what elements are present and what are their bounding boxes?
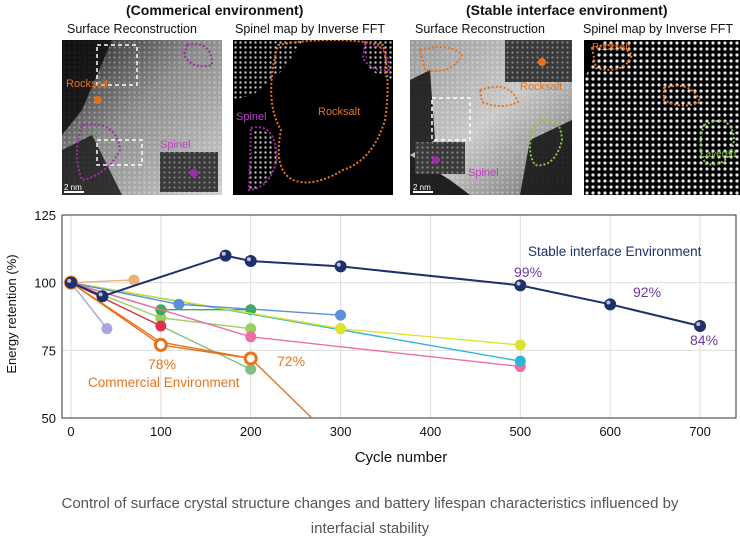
annotation-72: 72% — [277, 353, 305, 369]
micrograph-commercial-spinel-map: Rocksalt Spinel — [233, 40, 393, 195]
x-tick-label: 700 — [689, 424, 711, 439]
plot-frame — [61, 214, 737, 419]
series-stable-interface-environment — [64, 249, 707, 332]
stable-panel-header: (Stable interface environment) — [466, 2, 668, 18]
commercial-env-label: Commercial Environment — [88, 375, 240, 390]
caption-line-1: Control of surface crystal structure cha… — [61, 495, 679, 512]
data-point-highlight — [98, 292, 103, 297]
scale-bar-label-2: 2 nm — [413, 183, 431, 192]
x-axis-label: Cycle number — [355, 449, 448, 466]
y-tick-label: 125 — [34, 208, 56, 223]
label-rocksalt-3: Rocksalt — [520, 81, 562, 93]
series-lavender — [70, 282, 113, 335]
data-point-highlight — [221, 251, 226, 256]
scale-bar-label-1: 2 nm — [64, 183, 82, 192]
label-rocksalt-1: Rocksalt — [66, 78, 108, 90]
series-blue — [70, 281, 347, 321]
label-rocksalt-4: Rocksalt — [592, 42, 631, 53]
data-point — [245, 323, 257, 335]
annotation-99: 99% — [514, 264, 542, 280]
x-tick-label: 300 — [330, 424, 352, 439]
annotation-78: 78% — [148, 356, 176, 372]
data-point — [514, 279, 527, 292]
data-point — [155, 312, 167, 324]
data-point — [244, 255, 257, 268]
data-point — [334, 260, 347, 273]
y-tick-label: 100 — [34, 276, 56, 291]
title-surface-reconstruction-2: Surface Reconstruction — [415, 22, 545, 36]
data-point — [101, 323, 113, 335]
x-tick-label: 500 — [509, 424, 531, 439]
data-point-highlight — [516, 281, 521, 286]
data-point-highlight — [246, 257, 251, 262]
series-layer — [63, 249, 707, 418]
series-line — [70, 254, 701, 327]
y-tick-label: 50 — [42, 411, 56, 426]
label-rocksalt-2: Rocksalt — [318, 106, 360, 118]
data-point — [335, 309, 347, 321]
data-point — [604, 298, 617, 311]
data-point-highlight — [696, 322, 701, 327]
data-point-highlight — [606, 300, 611, 305]
data-point — [514, 339, 526, 351]
series-yellow — [70, 281, 526, 351]
data-point — [219, 249, 232, 262]
data-point — [64, 276, 77, 289]
data-point — [96, 290, 109, 303]
series-line — [70, 279, 134, 284]
data-point — [245, 331, 257, 343]
data-point — [245, 363, 257, 375]
title-spinel-map-1: Spinel map by Inverse FFT — [235, 22, 386, 36]
title-spinel-map-2: Spinel map by Inverse FFT — [583, 22, 734, 36]
x-tick-label: 100 — [150, 424, 172, 439]
data-point — [514, 355, 526, 367]
data-point-highlight — [336, 262, 341, 267]
x-tick-label: 600 — [599, 424, 621, 439]
annotation-84: 84% — [690, 332, 718, 348]
data-point — [243, 351, 258, 366]
x-tick-label: 200 — [240, 424, 262, 439]
micrograph-stable-spinel-map: Rocksalt Layered — [584, 40, 740, 195]
data-point — [155, 320, 167, 332]
series-light-orange — [70, 274, 140, 286]
x-tick-label: 0 — [67, 424, 74, 439]
data-point — [335, 323, 347, 335]
y-tick-label: 75 — [42, 343, 56, 358]
caption-line-2: interfacial stability — [310, 520, 430, 537]
micrograph-stable-surface: Rocksalt Spinel 2 nm — [410, 40, 572, 195]
annotation-92: 92% — [633, 284, 661, 300]
data-point — [128, 274, 140, 286]
series-commercial-environment-failing- — [70, 282, 313, 418]
data-point-highlight — [67, 278, 72, 283]
data-point — [153, 337, 168, 352]
data-point — [173, 298, 185, 310]
title-surface-reconstruction-1: Surface Reconstruction — [67, 22, 197, 36]
series-line — [70, 282, 108, 330]
data-point — [694, 319, 707, 332]
stable-env-label: Stable interface Environment — [528, 244, 702, 259]
axes: 50 75 100 125 0 100 200 300 400 500 600 700 — [34, 208, 737, 439]
label-layered: Layered — [700, 149, 736, 160]
y-axis-label: Energy retention (%) — [4, 254, 19, 373]
commercial-panel-header: (Commerical environment) — [126, 2, 304, 18]
series-line — [70, 281, 521, 346]
energy-retention-chart: 50 75 100 125 0 100 200 300 400 500 600 700 Energy … — [0, 200, 740, 485]
micrograph-commercial-surface: Rocksalt Spinel 2 nm — [62, 40, 222, 195]
series-line — [70, 282, 313, 418]
label-spinel-1: Spinel — [160, 139, 191, 151]
x-tick-label: 400 — [420, 424, 442, 439]
label-spinel-3: Spinel — [468, 167, 499, 179]
label-spinel-2: Spinel — [236, 111, 267, 123]
